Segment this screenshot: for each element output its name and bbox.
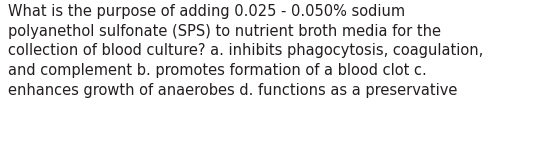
Text: What is the purpose of adding 0.025 - 0.050% sodium
polyanethol sulfonate (SPS) : What is the purpose of adding 0.025 - 0.… [8,4,484,98]
